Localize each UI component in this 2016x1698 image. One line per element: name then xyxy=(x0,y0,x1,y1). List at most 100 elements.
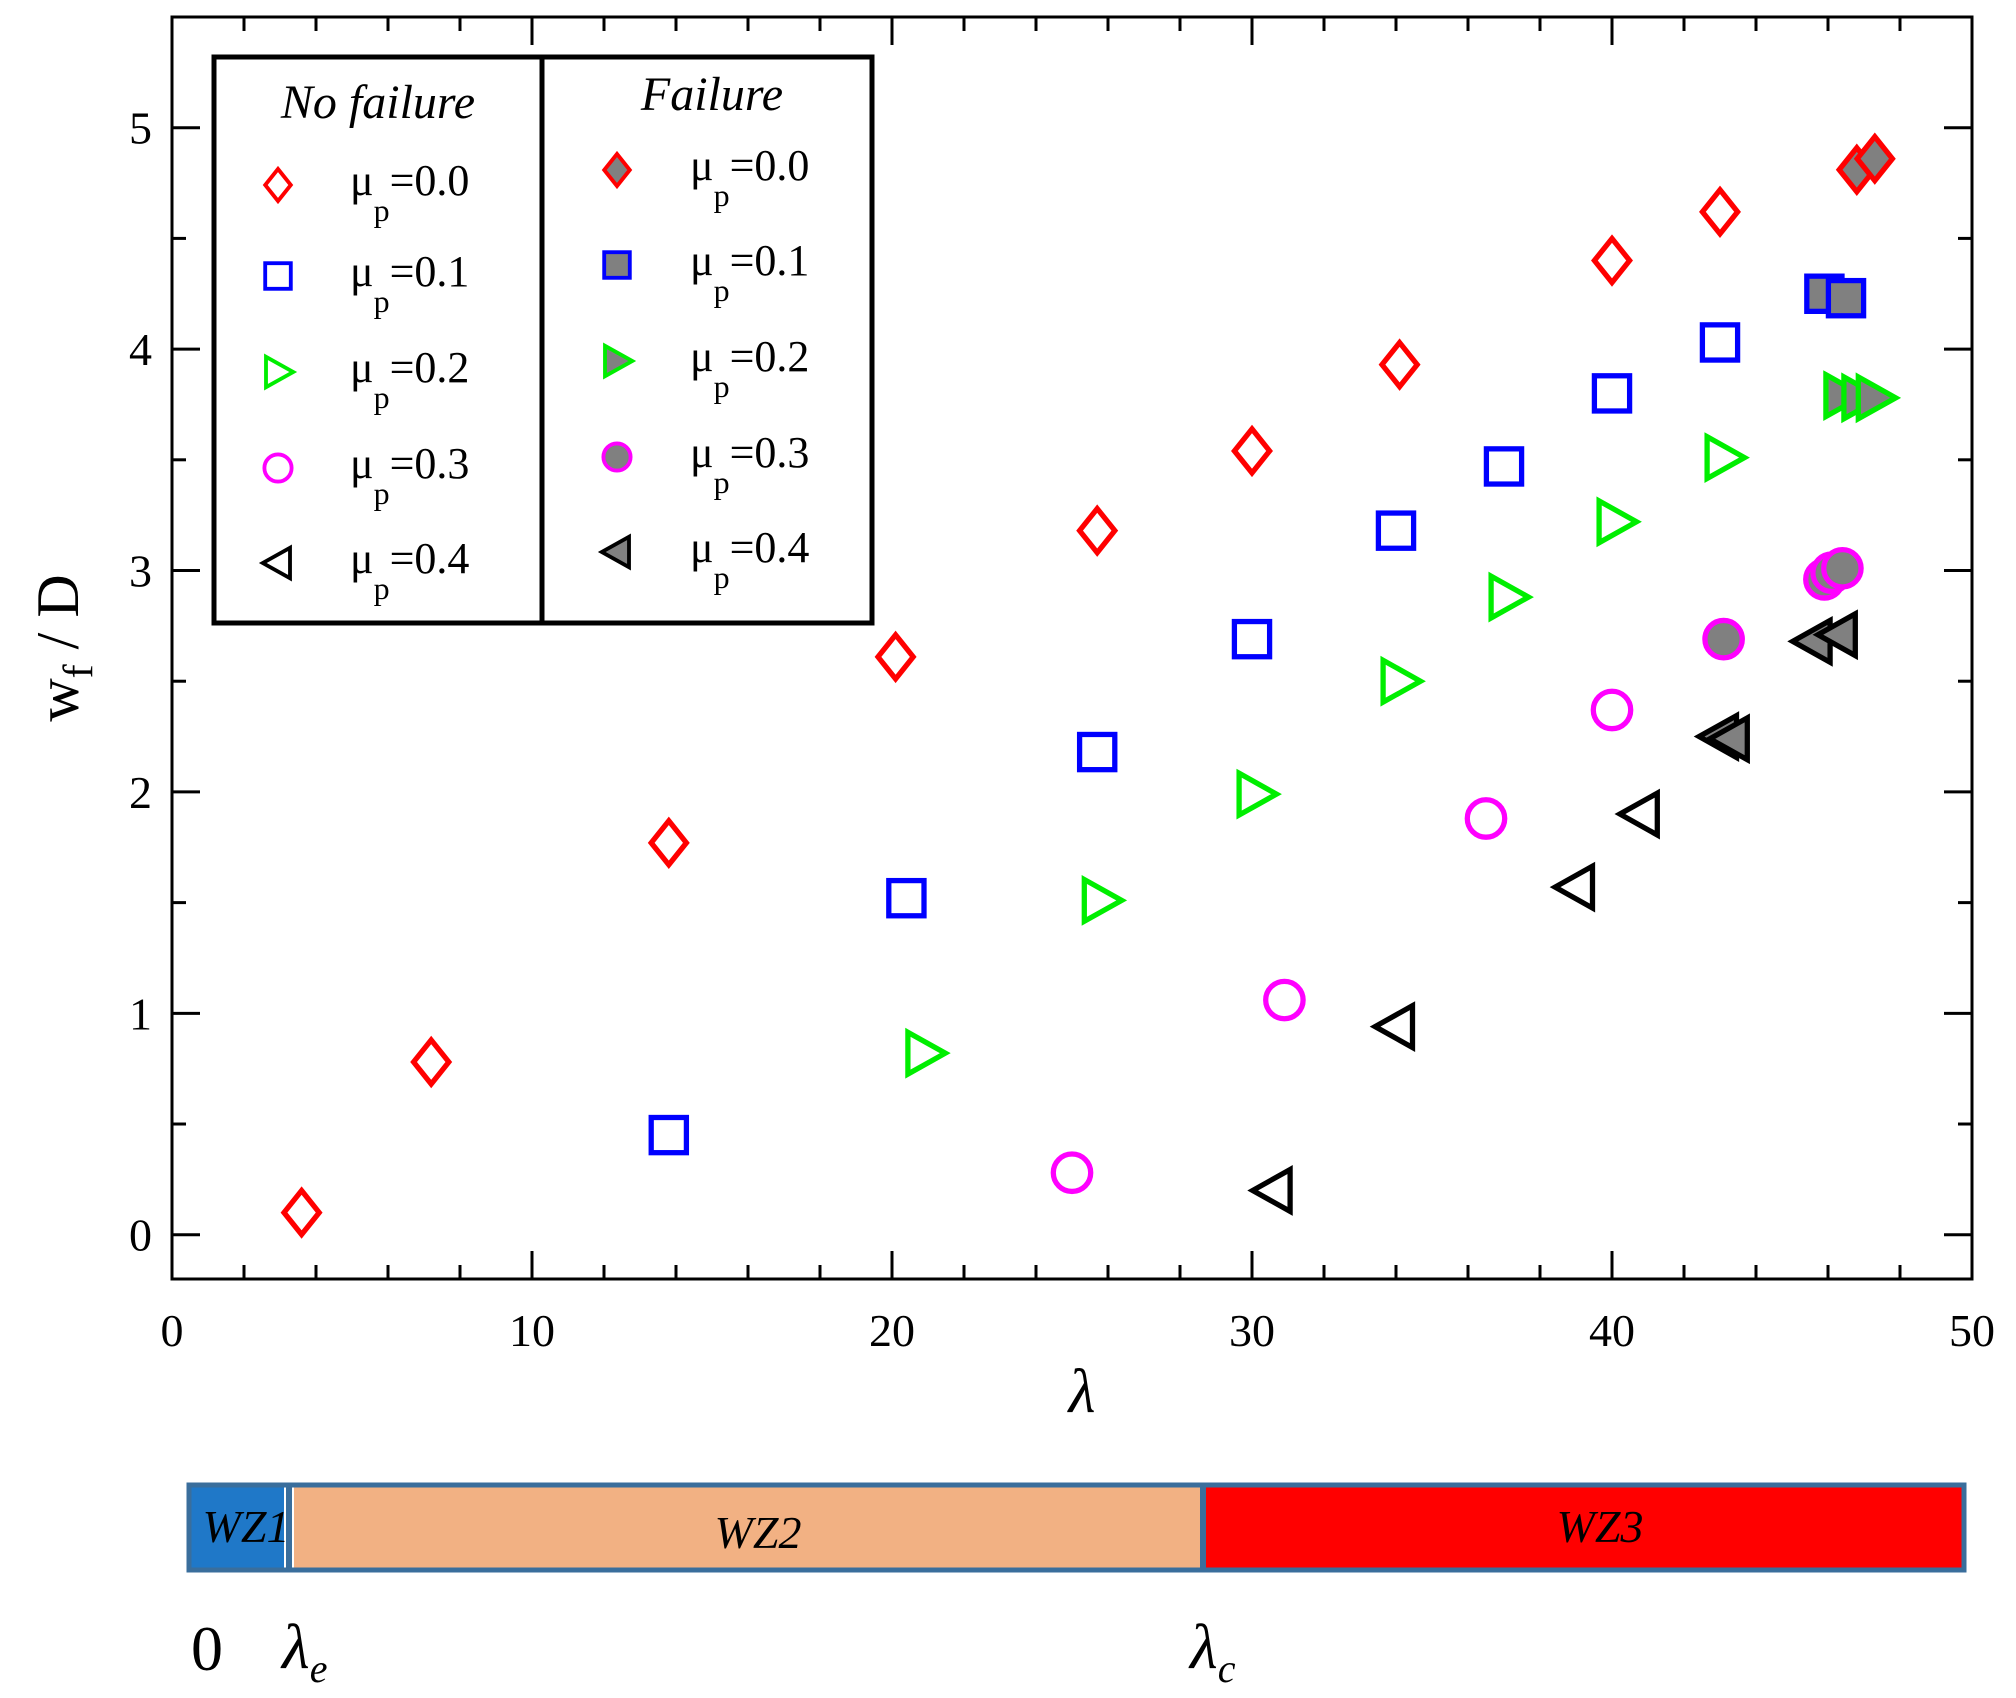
data-point-circle-failure xyxy=(1821,546,1864,590)
data-point-diamond-failure xyxy=(1853,132,1896,185)
legend-marker-no-failure-0.0 xyxy=(262,165,294,205)
legend-marker-no-failure-0.2 xyxy=(264,353,298,391)
legend-marker-failure-0.4 xyxy=(597,533,631,571)
data-point-circle-no-failure xyxy=(1464,797,1508,840)
x-tick-label: 0 xyxy=(161,1305,184,1356)
lambda-e-symbol: λ xyxy=(280,1611,310,1682)
data-point-square-no-failure xyxy=(1375,510,1417,551)
legend-marker-no-failure-0.1 xyxy=(263,261,293,291)
zone-wz1-label: WZ1 xyxy=(203,1501,290,1552)
y-axis-label-rest: / D xyxy=(25,574,91,664)
zone-bar: WZ1 WZ2 WZ3 xyxy=(186,1482,1967,1573)
data-point-diamond-no-failure xyxy=(647,816,690,870)
y-axis-label-sub: f xyxy=(56,664,102,678)
data-point-square-no-failure xyxy=(1483,446,1525,487)
data-point-triangle-right-failure xyxy=(1855,372,1902,424)
legend-marker-failure-0.2 xyxy=(603,342,637,380)
legend-marker-failure-0.1 xyxy=(602,250,632,280)
y-axis-label-main: w xyxy=(25,678,91,722)
data-point-square-no-failure xyxy=(1076,731,1118,773)
data-point-diamond-no-failure xyxy=(1591,234,1633,287)
x-tick-label: 40 xyxy=(1589,1305,1635,1356)
y-tick-label: 2 xyxy=(129,767,152,818)
legend-label-no-failure-0.3: μp=0.3 xyxy=(350,439,469,511)
data-point-square-no-failure xyxy=(1231,618,1273,660)
data-point-diamond-no-failure xyxy=(410,1035,453,1089)
data-point-triangle-right-no-failure xyxy=(1236,768,1282,820)
data-point-triangle-left-no-failure xyxy=(1247,1165,1293,1216)
svg-text:wf / D: wf / D xyxy=(25,574,102,721)
data-point-triangle-left-no-failure xyxy=(1369,1001,1416,1052)
data-point-diamond-no-failure xyxy=(280,1186,323,1239)
legend-marker-failure-0.0 xyxy=(601,150,633,190)
legend-box-failure xyxy=(539,54,875,626)
legend-label-failure-0.3: μp=0.3 xyxy=(690,428,809,500)
data-point-triangle-left-failure xyxy=(1704,713,1750,765)
legend-label-no-failure-0.4: μp=0.4 xyxy=(350,534,469,606)
lambda-c-subscript: c xyxy=(1218,1646,1236,1691)
data-point-triangle-right-no-failure xyxy=(1488,571,1534,623)
data-point-diamond-no-failure xyxy=(1699,185,1741,239)
x-tick-label: 10 xyxy=(509,1305,555,1356)
data-point-square-no-failure xyxy=(1699,322,1741,363)
data-point-square-no-failure xyxy=(1591,373,1633,414)
legend-label-failure-0.0: μp=0.0 xyxy=(690,141,809,213)
x-tick-label: 20 xyxy=(869,1305,915,1356)
y-tick-label: 0 xyxy=(129,1210,152,1261)
legend-label-failure-0.2: μp=0.2 xyxy=(690,332,809,404)
data-point-circle-no-failure xyxy=(1050,1151,1094,1195)
data-point-triangle-right-no-failure xyxy=(1380,655,1426,707)
y-tick-label: 3 xyxy=(129,546,152,597)
data-point-diamond-no-failure xyxy=(874,630,917,684)
x-tick-label: 50 xyxy=(1949,1305,1995,1356)
legend: No failure Failure μp=0.0 μp=0.0 μp=0.1 μp=… xyxy=(211,54,875,626)
data-points xyxy=(280,132,1902,1239)
data-point-circle-no-failure xyxy=(1263,978,1306,1022)
legend-marker-failure-0.3 xyxy=(601,441,633,473)
legend-label-no-failure-0.2: μp=0.2 xyxy=(350,343,469,415)
zone-bar-border xyxy=(186,1482,1967,1573)
zone-wz1 xyxy=(190,1486,284,1568)
data-point-triangle-right-no-failure xyxy=(905,1027,951,1079)
y-axis-label: wf / D xyxy=(25,574,102,721)
x-tick-label: 30 xyxy=(1229,1305,1275,1356)
data-point-square-no-failure xyxy=(648,1114,690,1156)
data-point-square-no-failure xyxy=(886,877,927,919)
zone-boundary-lambda-e: λe xyxy=(280,1611,327,1691)
legend-marker-no-failure-0.4 xyxy=(258,544,292,582)
legend-title-no-failure: No failure xyxy=(280,76,475,129)
x-axis-label: λ xyxy=(1067,1358,1096,1426)
zone-wz2-label: WZ2 xyxy=(715,1507,802,1558)
y-tick-label: 1 xyxy=(129,988,152,1039)
y-tick-label: 5 xyxy=(129,103,152,154)
data-point-diamond-no-failure xyxy=(1231,424,1273,478)
zone-boundary-lambda-c: λc xyxy=(1188,1611,1236,1691)
data-point-diamond-no-failure xyxy=(1378,338,1421,391)
data-point-square-failure xyxy=(1825,277,1867,319)
data-point-triangle-right-no-failure xyxy=(1081,875,1128,926)
y-tick-label: 4 xyxy=(129,324,152,375)
legend-label-failure-0.4: μp=0.4 xyxy=(690,523,809,595)
data-point-triangle-right-no-failure xyxy=(1596,496,1642,548)
data-point-circle-no-failure xyxy=(1590,688,1634,732)
legend-label-no-failure-0.0: μp=0.0 xyxy=(350,156,469,228)
zone-wz3 xyxy=(1206,1486,1962,1568)
legend-box-no-failure xyxy=(211,54,545,626)
data-point-circle-failure xyxy=(1702,617,1745,661)
data-point-triangle-left-no-failure xyxy=(1549,861,1596,913)
zone-wz2 xyxy=(294,1486,1200,1568)
legend-label-no-failure-0.1: μp=0.1 xyxy=(350,247,469,319)
axis-ticks: 0 10 20 30 40 50 0 1 2 3 4 5 xyxy=(129,17,1995,1356)
data-point-triangle-left-failure xyxy=(1812,609,1858,661)
data-point-triangle-right-no-failure xyxy=(1704,432,1750,483)
data-point-diamond-no-failure xyxy=(1076,504,1119,557)
lambda-e-subscript: e xyxy=(310,1646,328,1691)
legend-marker-no-failure-0.3 xyxy=(262,452,294,484)
zone-boundary-zero: 0 xyxy=(191,1613,223,1684)
legend-label-failure-0.1: μp=0.1 xyxy=(690,236,809,308)
data-point-triangle-left-no-failure xyxy=(1614,788,1660,840)
lambda-c-symbol: λ xyxy=(1188,1611,1218,1682)
plot-frame xyxy=(170,15,1974,1281)
legend-title-failure: Failure xyxy=(640,68,783,121)
